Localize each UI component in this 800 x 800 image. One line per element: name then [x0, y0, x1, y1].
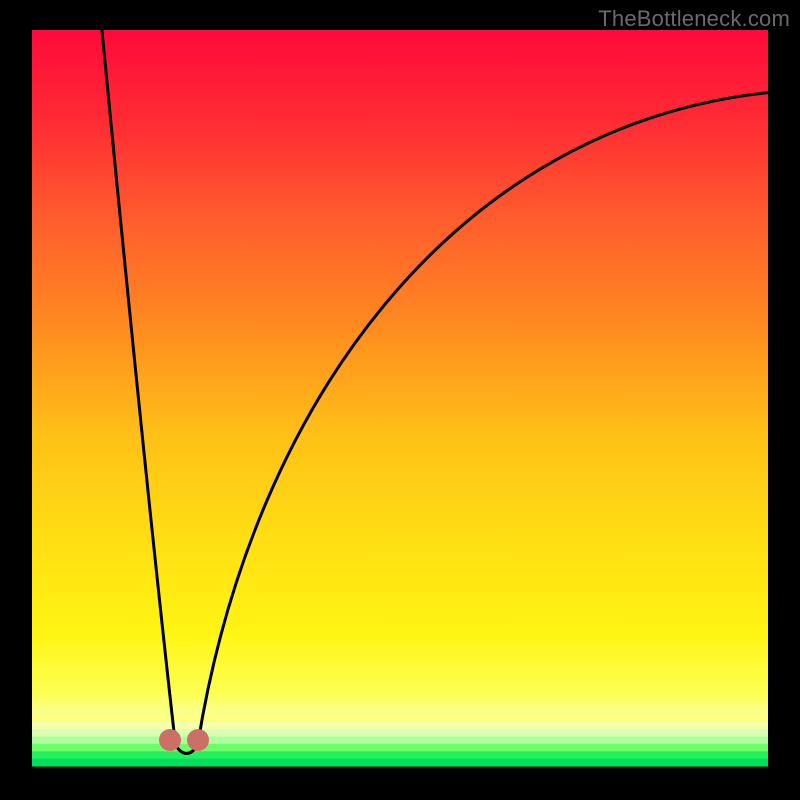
plot-gradient-area: [0, 0, 800, 800]
chart-stage: TheBottleneck.com: [0, 0, 800, 800]
watermark-text: TheBottleneck.com: [598, 6, 790, 32]
